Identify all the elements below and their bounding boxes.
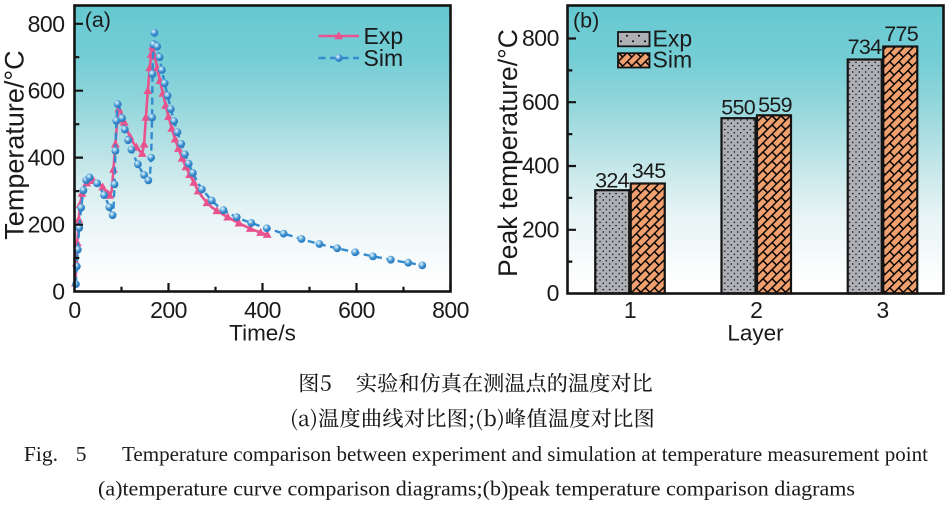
- svg-text:800: 800: [432, 297, 469, 323]
- svg-text:775: 775: [884, 22, 919, 46]
- svg-text:Peak temperature/°C: Peak temperature/°C: [493, 29, 523, 277]
- svg-text:Layer: Layer: [727, 321, 784, 346]
- svg-text:0: 0: [52, 279, 64, 305]
- svg-text:200: 200: [522, 216, 559, 242]
- svg-text:200: 200: [150, 297, 187, 323]
- svg-text:400: 400: [244, 297, 281, 323]
- svg-text:Temperature/°C: Temperature/°C: [0, 50, 30, 239]
- svg-text:0: 0: [547, 280, 559, 306]
- svg-text:600: 600: [338, 297, 375, 323]
- svg-text:600: 600: [28, 78, 65, 104]
- svg-text:3: 3: [876, 297, 888, 323]
- svg-text:(b): (b): [573, 9, 599, 33]
- svg-text:324: 324: [595, 168, 630, 192]
- svg-text:(a): (a): [85, 8, 111, 32]
- svg-text:400: 400: [28, 145, 65, 171]
- svg-text:345: 345: [632, 159, 667, 183]
- svg-text:Sim: Sim: [364, 45, 404, 71]
- svg-text:800: 800: [28, 11, 65, 37]
- svg-text:800: 800: [522, 25, 559, 51]
- svg-text:Fig.: Fig.: [24, 442, 58, 466]
- svg-text:Exp: Exp: [653, 26, 693, 52]
- svg-text:(a)temperature curve compariso: (a)temperature curve comparison diagrams…: [98, 476, 855, 500]
- svg-text:734: 734: [848, 35, 883, 59]
- svg-text:600: 600: [522, 89, 559, 115]
- svg-text:Time/s: Time/s: [229, 321, 296, 346]
- svg-text:2: 2: [750, 297, 762, 323]
- svg-text:1: 1: [624, 297, 636, 323]
- svg-text:400: 400: [522, 153, 559, 179]
- svg-text:Sim: Sim: [653, 47, 693, 73]
- svg-text:559: 559: [758, 93, 792, 117]
- svg-text:5: 5: [76, 442, 87, 466]
- svg-text:Exp: Exp: [364, 23, 404, 49]
- svg-text:200: 200: [28, 212, 65, 238]
- svg-text:0: 0: [68, 297, 80, 323]
- svg-text:Temperature comparison between: Temperature comparison between experimen…: [122, 442, 928, 466]
- svg-text:550: 550: [721, 96, 756, 120]
